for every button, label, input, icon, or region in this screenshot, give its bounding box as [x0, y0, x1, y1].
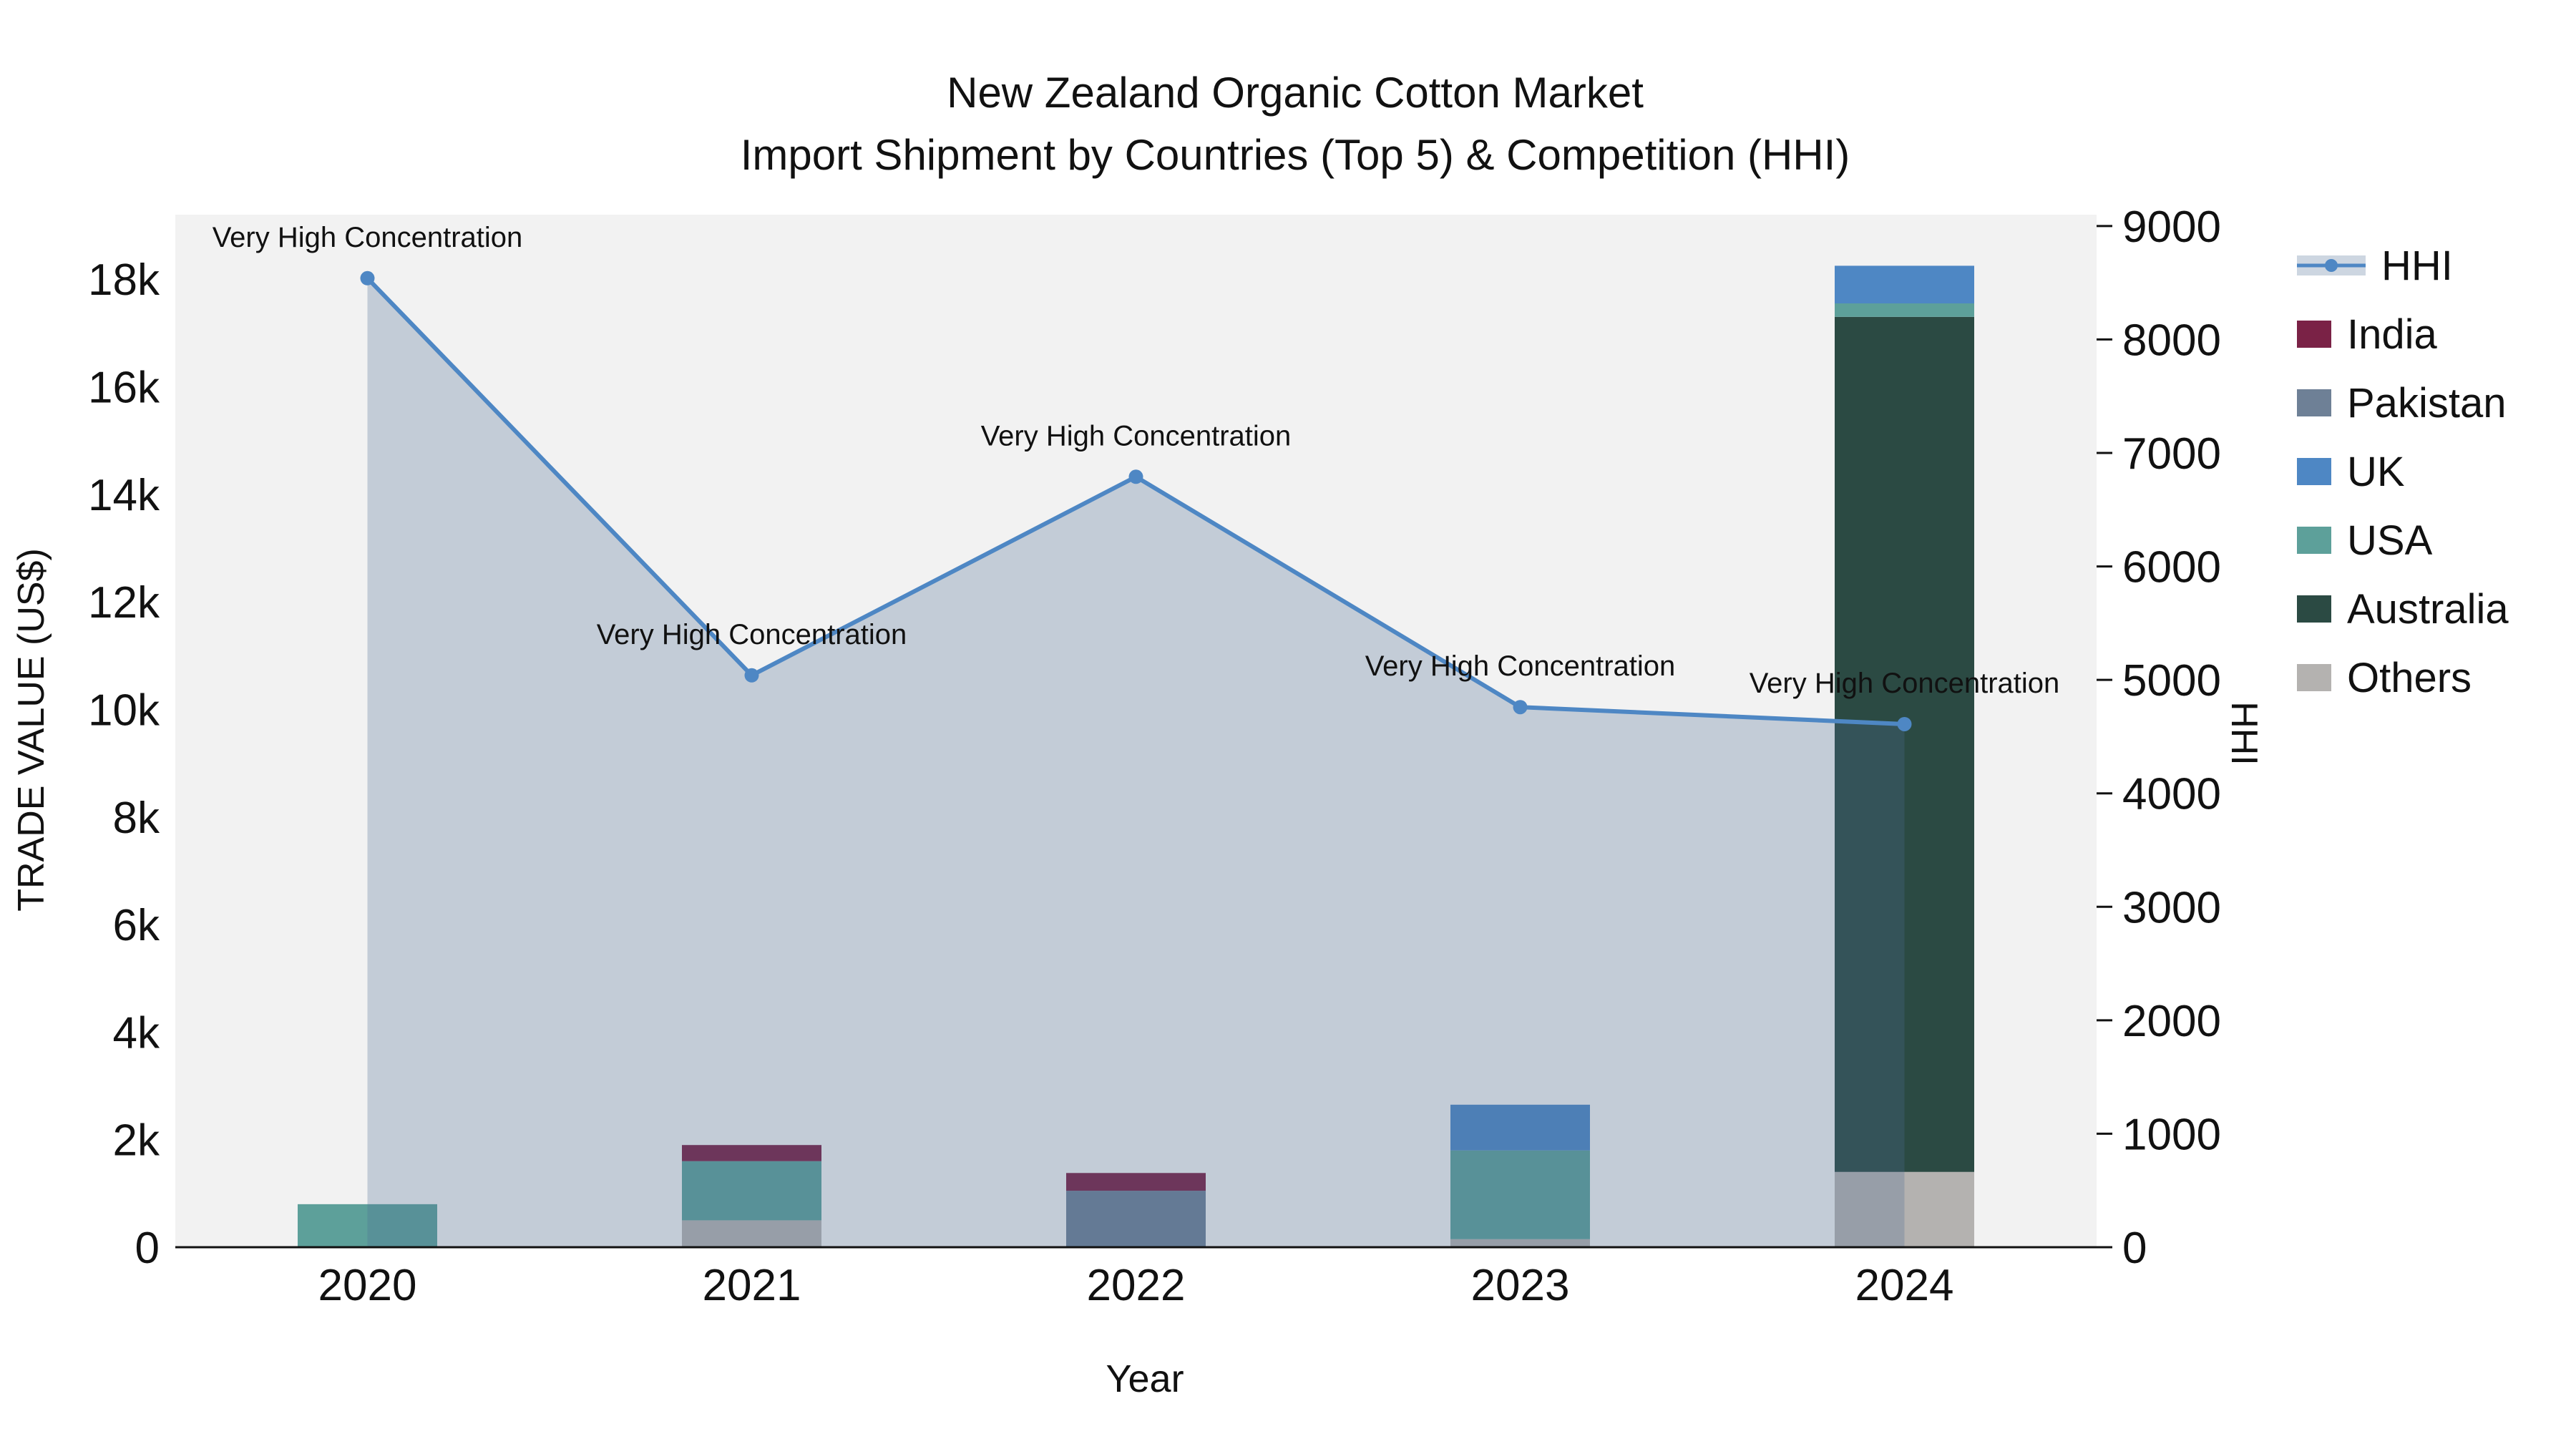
legend-color-swatch	[2297, 458, 2331, 485]
legend-item-australia[interactable]: Australia	[2297, 584, 2509, 634]
right-tick-label: 1000	[2122, 1110, 2221, 1159]
hhi-point-2020[interactable]	[360, 270, 375, 286]
bar-usa-2023[interactable]	[1450, 1150, 1590, 1239]
chart-subtitle: Import Shipment by Countries (Top 5) & C…	[740, 131, 1850, 179]
chart-title: New Zealand Organic Cotton Market	[947, 69, 1644, 117]
left-tick-label: 6k	[113, 901, 160, 950]
x-tick-label-2023: 2023	[1471, 1261, 1570, 1310]
right-tick-label: 4000	[2122, 770, 2221, 819]
right-tick-label: 8000	[2122, 316, 2221, 365]
legend-label: Pakistan	[2347, 379, 2507, 426]
left-tick-label: 8k	[113, 794, 160, 843]
x-tick-label-2020: 2020	[318, 1261, 417, 1310]
bar-india-2022[interactable]	[1066, 1173, 1206, 1191]
x-axis-title: Year	[1106, 1357, 1184, 1400]
bar-others-2024[interactable]	[1835, 1171, 1974, 1247]
legend-item-hhi[interactable]: HHI	[2297, 240, 2509, 291]
annotation-2023: Very High Concentration	[1365, 650, 1676, 682]
legend-item-pakistan[interactable]: Pakistan	[2297, 378, 2509, 428]
right-axis-title: HHI	[2223, 701, 2265, 766]
legend-item-uk[interactable]: UK	[2297, 447, 2509, 497]
right-tick-label: 0	[2122, 1224, 2147, 1273]
right-tick-label: 3000	[2122, 883, 2221, 932]
bar-others-2021[interactable]	[682, 1220, 821, 1247]
bar-usa-2021[interactable]	[682, 1161, 821, 1221]
left-tick-label: 4k	[113, 1008, 160, 1058]
legend-color-swatch	[2297, 527, 2331, 554]
hhi-point-2021[interactable]	[744, 668, 759, 683]
bar-india-2021[interactable]	[682, 1145, 821, 1161]
bar-pakistan-2022[interactable]	[1066, 1191, 1206, 1247]
left-tick-label: 14k	[88, 471, 160, 520]
right-tick-label: 2000	[2122, 997, 2221, 1046]
bar-others-2023[interactable]	[1450, 1239, 1590, 1247]
bar-australia-2024[interactable]	[1835, 316, 1974, 1172]
legend-label: Others	[2347, 654, 2472, 701]
right-tick-label: 5000	[2122, 656, 2221, 706]
legend-line-swatch	[2297, 255, 2366, 275]
left-axis-title: TRADE VALUE (US$)	[11, 548, 52, 912]
legend-color-swatch	[2297, 664, 2331, 691]
legend-label: USA	[2347, 517, 2433, 564]
hhi-point-2023[interactable]	[1513, 700, 1528, 715]
legend-item-usa[interactable]: USA	[2297, 515, 2509, 565]
hhi-point-2024[interactable]	[1897, 716, 1912, 731]
legend-color-swatch	[2297, 595, 2331, 623]
left-tick-label: 18k	[88, 255, 160, 305]
left-tick-label: 16k	[88, 364, 160, 413]
bar-usa-2020[interactable]	[298, 1204, 437, 1247]
right-tick-label: 9000	[2122, 203, 2221, 252]
legend-item-others[interactable]: Others	[2297, 653, 2509, 703]
plot-background	[175, 215, 2097, 1247]
bar-uk-2024[interactable]	[1835, 265, 1974, 304]
annotation-2024: Very High Concentration	[1750, 668, 2060, 699]
hhi-point-2022[interactable]	[1128, 469, 1143, 484]
left-tick-label: 12k	[88, 578, 160, 628]
hhi-area	[367, 278, 1905, 1247]
legend-label: India	[2347, 311, 2437, 358]
legend-label: UK	[2347, 448, 2405, 495]
left-tick-label: 2k	[113, 1116, 160, 1166]
bar-uk-2023[interactable]	[1450, 1104, 1590, 1151]
left-tick-label: 10k	[88, 686, 160, 735]
x-tick-label-2024: 2024	[1855, 1261, 1954, 1310]
legend-item-india[interactable]: India	[2297, 309, 2509, 359]
annotation-2022: Very High Concentration	[981, 420, 1292, 452]
bar-usa-2024[interactable]	[1835, 303, 1974, 317]
legend-label: Australia	[2347, 585, 2509, 633]
legend-color-swatch	[2297, 389, 2331, 416]
legend-label: HHI	[2381, 242, 2453, 289]
left-tick-label: 0	[135, 1224, 160, 1273]
legend-color-swatch	[2297, 321, 2331, 348]
x-tick-label-2022: 2022	[1087, 1261, 1186, 1310]
right-tick-label: 7000	[2122, 429, 2221, 479]
legend: HHI India Pakistan UK USA Australia Others	[2297, 240, 2509, 703]
x-tick-label-2021: 2021	[703, 1261, 801, 1310]
annotation-2021: Very High Concentration	[597, 619, 907, 650]
annotation-2020: Very High Concentration	[213, 222, 523, 253]
right-tick-label: 6000	[2122, 543, 2221, 592]
